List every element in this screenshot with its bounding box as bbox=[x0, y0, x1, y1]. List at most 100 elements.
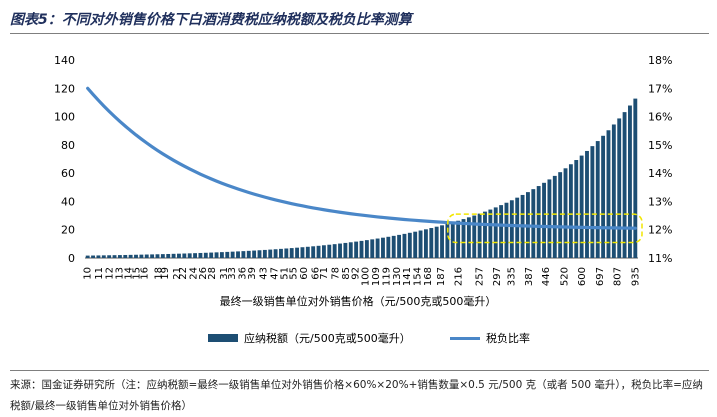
bar bbox=[332, 244, 337, 258]
bar bbox=[477, 213, 482, 258]
bar bbox=[472, 215, 477, 258]
bar bbox=[574, 160, 579, 258]
x-tick-label: 600 bbox=[577, 267, 588, 286]
x-tick-label: 43 bbox=[259, 267, 270, 280]
bar bbox=[418, 230, 423, 258]
bar bbox=[595, 141, 600, 258]
bar bbox=[423, 229, 428, 258]
bar bbox=[547, 179, 552, 258]
bar bbox=[160, 254, 165, 258]
x-tick-label: 387 bbox=[524, 267, 535, 286]
bar bbox=[316, 245, 321, 258]
x-tick-label: 51 bbox=[279, 267, 290, 280]
x-tick-label: 119 bbox=[382, 267, 393, 286]
bar bbox=[434, 226, 439, 258]
bar bbox=[150, 254, 155, 258]
y-right-tick-label: 17% bbox=[648, 82, 672, 95]
bar bbox=[321, 245, 326, 258]
bar bbox=[504, 202, 509, 258]
y-left-tick-label: 0 bbox=[68, 252, 75, 265]
bar bbox=[397, 234, 402, 258]
bar bbox=[139, 254, 144, 258]
bar bbox=[193, 253, 197, 258]
bar bbox=[622, 112, 627, 259]
bar bbox=[483, 211, 487, 258]
bar bbox=[236, 251, 240, 258]
bar bbox=[230, 251, 235, 258]
source-note: 来源：国金证券研究所（注：应纳税额=最终一级销售单位对外销售价格×60%×20%… bbox=[10, 379, 703, 412]
x-tick-label: 60 bbox=[299, 267, 310, 280]
bar bbox=[370, 239, 375, 258]
bar bbox=[107, 255, 112, 258]
bar bbox=[338, 243, 342, 258]
source-divider bbox=[10, 370, 709, 371]
bar bbox=[628, 105, 632, 259]
legend-swatch-line bbox=[450, 336, 480, 340]
bar bbox=[246, 250, 251, 258]
bar bbox=[144, 254, 149, 258]
bar bbox=[101, 255, 106, 258]
bar bbox=[187, 253, 192, 258]
x-tick-label: 22 bbox=[178, 267, 189, 280]
x-tick-label: 520 bbox=[560, 267, 571, 286]
bar bbox=[268, 249, 273, 258]
bar bbox=[488, 209, 493, 258]
x-tick-label: 100 bbox=[361, 267, 372, 286]
x-tick-label: 36 bbox=[237, 267, 248, 280]
bar bbox=[440, 225, 444, 258]
bar bbox=[499, 205, 504, 258]
x-tick-label: 31 bbox=[219, 267, 230, 280]
x-tick-label: 15 bbox=[132, 267, 143, 280]
bar bbox=[407, 232, 412, 258]
y-left-tick-label: 20 bbox=[61, 224, 75, 237]
x-tick-label: 39 bbox=[247, 267, 258, 280]
x-tick-label: 297 bbox=[492, 267, 503, 286]
x-axis-title: 最终一级销售单位对外销售价格（元/500克或500毫升） bbox=[220, 294, 497, 308]
x-tick-label: 24 bbox=[188, 267, 199, 280]
x-tick-label: 33 bbox=[227, 267, 238, 280]
legend: 应纳税额（元/500克或500毫升） 税负比率 bbox=[0, 330, 717, 350]
bar bbox=[284, 248, 289, 258]
bar bbox=[117, 255, 122, 258]
legend-item-bars: 应纳税额（元/500克或500毫升） bbox=[208, 330, 411, 346]
bar bbox=[585, 150, 589, 258]
bar bbox=[311, 246, 316, 258]
x-tick-label: 18 bbox=[154, 267, 165, 280]
bar bbox=[85, 255, 90, 258]
x-tick-label: 257 bbox=[474, 267, 485, 286]
x-tick-label: 168 bbox=[423, 267, 434, 286]
bar bbox=[96, 255, 101, 258]
bar bbox=[198, 252, 203, 258]
x-tick-label: 21 bbox=[172, 267, 183, 280]
bar bbox=[214, 252, 219, 258]
bar bbox=[461, 219, 466, 258]
y-left-tick-label: 140 bbox=[54, 54, 75, 67]
bar bbox=[134, 254, 138, 258]
x-tick-label: 11 bbox=[94, 267, 105, 280]
bar bbox=[359, 240, 364, 258]
line-series bbox=[86, 86, 637, 230]
y-left-tick-label: 60 bbox=[61, 167, 75, 180]
bar bbox=[262, 249, 267, 258]
x-tick-label: 807 bbox=[613, 267, 624, 286]
y-right-tick-label: 16% bbox=[648, 111, 672, 124]
bar bbox=[300, 247, 305, 258]
legend-label-bars: 应纳税额（元/500克或500毫升） bbox=[244, 332, 411, 345]
bar bbox=[429, 228, 434, 258]
bar bbox=[611, 124, 616, 258]
bar bbox=[375, 238, 380, 258]
y-left-tick-label: 80 bbox=[61, 139, 75, 152]
figure-title: 图表5：不同对外销售价格下白酒消费税应纳税额及税负比率测算 bbox=[10, 12, 412, 28]
bar bbox=[305, 246, 310, 258]
bar bbox=[123, 254, 128, 258]
bar bbox=[381, 237, 385, 258]
y-right-tick-label: 18% bbox=[648, 54, 672, 67]
x-tick-label: 71 bbox=[319, 267, 330, 280]
x-tick-label: 26 bbox=[198, 267, 209, 280]
bar bbox=[450, 222, 455, 258]
bar bbox=[257, 250, 262, 258]
bar bbox=[617, 118, 622, 258]
bar bbox=[515, 197, 520, 258]
bar bbox=[633, 98, 638, 258]
chart: 0 20 40 60 80 100 120 140 11% 12% 13% 14% 15% 16% 17%… bbox=[54, 54, 672, 308]
